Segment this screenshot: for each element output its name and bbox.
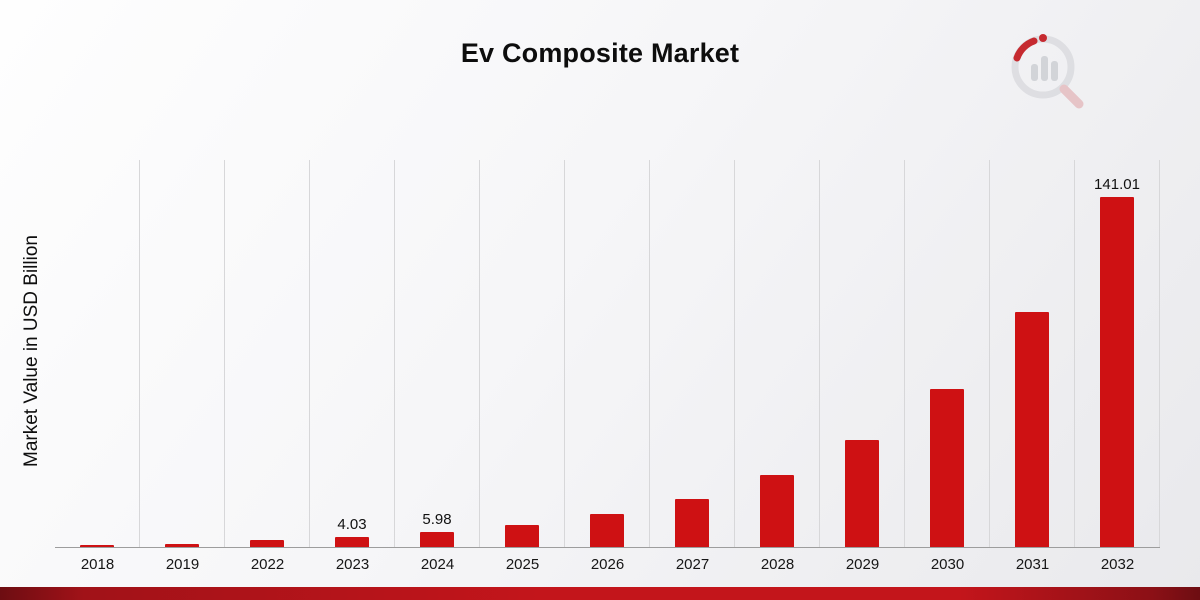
x-tick-label-2026: 2026	[590, 556, 625, 573]
category-column-2027	[650, 160, 735, 547]
bar-2032	[1100, 197, 1134, 547]
bar-2027	[675, 499, 709, 547]
category-column-2023: 4.03	[310, 160, 395, 547]
category-column-2024: 5.98	[395, 160, 480, 547]
bar-2029	[845, 440, 879, 547]
bar-2018	[80, 545, 114, 547]
bar-2025	[505, 525, 539, 547]
category-column-2030	[905, 160, 990, 547]
x-tick-label-2028: 2028	[760, 556, 795, 573]
x-tick-label-2032: 2032	[1100, 556, 1135, 573]
category-column-2029	[820, 160, 905, 547]
category-column-2018	[55, 160, 140, 547]
x-tick-label-2029: 2029	[845, 556, 880, 573]
page-title: Ev Composite Market	[460, 38, 740, 68]
x-tick-label-2030: 2030	[930, 556, 965, 573]
bar-2031	[1015, 312, 1049, 547]
bar-value-label: 4.03	[337, 516, 367, 533]
x-tick-label-2024: 2024	[420, 556, 455, 573]
category-column-2022	[225, 160, 310, 547]
category-column-2026	[565, 160, 650, 547]
x-tick-label-2025: 2025	[505, 556, 540, 573]
category-column-2028	[735, 160, 820, 547]
x-tick-label-2018: 2018	[80, 556, 115, 573]
x-tick-label-2027: 2027	[675, 556, 710, 573]
x-tick-label-2019: 2019	[165, 556, 200, 573]
bar-value-label: 141.01	[1094, 176, 1140, 193]
plot-area: 4.03 5.98 141.01	[55, 160, 1160, 548]
bar-2019	[165, 544, 199, 547]
bar-value-label: 5.98	[422, 511, 452, 528]
x-tick-label-2022: 2022	[250, 556, 285, 573]
category-column-2032: 141.01	[1075, 160, 1160, 547]
category-column-2025	[480, 160, 565, 547]
x-tick-label-2031: 2031	[1015, 556, 1050, 573]
bar-2024	[420, 532, 454, 547]
bar-2022	[250, 540, 284, 547]
bar-2026	[590, 514, 624, 547]
brand-logo	[996, 28, 1092, 114]
bar-chart: 4.03 5.98 141.01 2018 2019 2022 2023 2024 2025 2…	[55, 160, 1160, 580]
x-tick-label-2023: 2023	[335, 556, 370, 573]
category-column-2019	[140, 160, 225, 547]
bar-2028	[760, 475, 794, 547]
y-axis-title: Market Value in USD Billion	[21, 235, 42, 467]
bar-2030	[930, 389, 964, 547]
category-column-2031	[990, 160, 1075, 547]
chart-magnifier-logo-icon	[1011, 34, 1084, 109]
bar-2023	[335, 537, 369, 547]
footer-accent-bar	[0, 587, 1200, 600]
x-axis-labels: 2018 2019 2022 2023 2024 2025 2026 2027 2028 2029…	[55, 552, 1160, 573]
